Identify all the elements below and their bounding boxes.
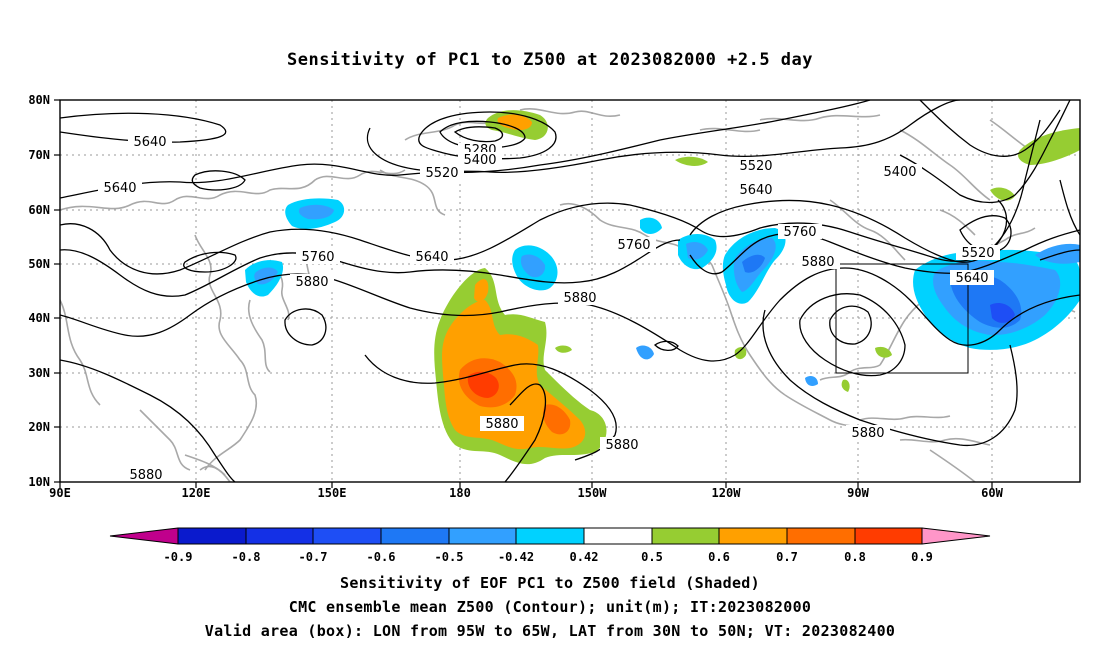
- contour-label: 5760: [617, 238, 650, 253]
- contour-label: 5880: [801, 255, 834, 270]
- caption-line-1: Sensitivity of EOF PC1 to Z500 field (Sh…: [340, 574, 760, 592]
- contour-label: 5880: [563, 291, 596, 306]
- colorbar-segment: [449, 528, 516, 544]
- colorbar-segment: [313, 528, 381, 544]
- lon-label: 90E: [49, 486, 71, 500]
- contour-label: 5640: [133, 135, 166, 150]
- lat-label: 70N: [28, 148, 50, 162]
- colorbar-label: 0.7: [776, 550, 798, 564]
- contour-labels: 5640 5640 5280 5400 5520 5520 5640 5400 …: [98, 134, 1000, 483]
- colorbar-label: -0.8: [232, 550, 261, 564]
- lon-label: 60W: [981, 486, 1003, 500]
- lon-label: 120W: [712, 486, 742, 500]
- valid-area-box: [835, 263, 969, 374]
- contour-label: 5400: [463, 153, 496, 168]
- contour-label: 5400: [883, 165, 916, 180]
- z500-contours: [60, 100, 1080, 482]
- contour-label: 5640: [739, 183, 772, 198]
- contour-label: 5640: [415, 250, 448, 265]
- contour-label: 5640: [955, 271, 988, 286]
- longitude-labels: 90E 120E 150E 180 150W 120W 90W 60W: [49, 486, 1003, 500]
- contour-label: 5880: [129, 468, 162, 483]
- colorbar-max-triangle: [922, 528, 990, 544]
- colorbar-label: 0.5: [641, 550, 663, 564]
- contour-label: 5880: [851, 426, 884, 441]
- lon-label: 120E: [182, 486, 211, 500]
- colorbar-segment: [178, 528, 246, 544]
- colorbar-segment: [584, 528, 652, 544]
- colorbar-label: 0.6: [708, 550, 730, 564]
- lat-label: 50N: [28, 257, 50, 271]
- colorbar-segment: [787, 528, 855, 544]
- colorbar-label: -0.6: [367, 550, 396, 564]
- lat-label: 40N: [28, 311, 50, 325]
- lon-label: 180: [449, 486, 471, 500]
- contour-label: 5880: [295, 275, 328, 290]
- colorbar-segment: [246, 528, 313, 544]
- colorbar-segment: [381, 528, 449, 544]
- colorbar: -0.9 -0.8 -0.7 -0.6 -0.5 -0.42 0.42 0.5 …: [109, 527, 991, 564]
- contour-label: 5520: [739, 159, 772, 174]
- colorbar-min-triangle: [110, 528, 178, 544]
- lat-label: 80N: [28, 93, 50, 107]
- contour-label: 5880: [605, 438, 638, 453]
- caption-line-3: Valid area (box): LON from 95W to 65W, L…: [204, 622, 896, 640]
- caption-line-2: CMC ensemble mean Z500 (Contour); unit(m…: [288, 598, 812, 616]
- latitude-labels: 80N 70N 60N 50N 40N 30N 20N 10N: [28, 93, 50, 489]
- contour-label: 5760: [301, 250, 334, 265]
- colorbar-label: -0.9: [164, 550, 193, 564]
- lon-label: 150W: [578, 486, 608, 500]
- colorbar-label: 0.9: [911, 550, 933, 564]
- lon-label: 150E: [318, 486, 347, 500]
- map-title: Sensitivity of PC1 to Z500 at 2023082000…: [286, 50, 813, 70]
- colorbar-label: -0.5: [435, 550, 464, 564]
- colorbar-label: -0.7: [299, 550, 328, 564]
- lat-label: 30N: [28, 366, 50, 380]
- contour-label: 5880: [485, 417, 518, 432]
- contour-label: 5760: [783, 225, 816, 240]
- colorbar-label: 0.42: [570, 550, 599, 564]
- lat-label: 10N: [28, 475, 50, 489]
- lat-label: 20N: [28, 420, 50, 434]
- colorbar-label: -0.42: [498, 550, 534, 564]
- contour-label: 5640: [103, 181, 136, 196]
- colorbar-label: 0.8: [844, 550, 866, 564]
- colorbar-segment: [516, 528, 584, 544]
- contour-label: 5520: [961, 246, 994, 261]
- colorbar-segment: [855, 528, 922, 544]
- colorbar-segment: [719, 528, 787, 544]
- contour-label: 5520: [425, 166, 458, 181]
- lat-label: 60N: [28, 203, 50, 217]
- colorbar-segment: [652, 528, 719, 544]
- lon-label: 90W: [847, 486, 869, 500]
